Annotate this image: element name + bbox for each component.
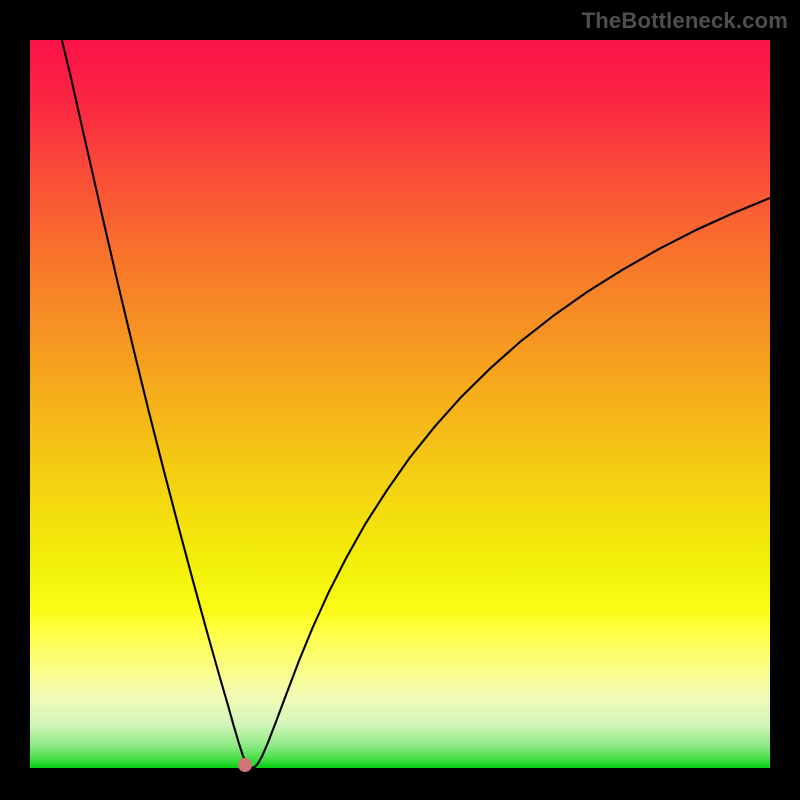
gradient-background (30, 40, 770, 768)
chart-canvas: TheBottleneck.com (0, 0, 800, 800)
minimum-marker (238, 758, 252, 772)
plot-area (30, 40, 770, 768)
watermark-text: TheBottleneck.com (582, 8, 788, 34)
